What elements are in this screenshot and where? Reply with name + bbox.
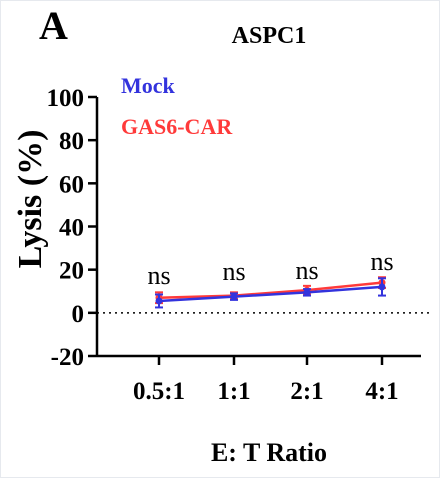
x-tick-label: 0.5:1 — [133, 378, 185, 405]
x-ticks: 0.5:1 1:1 2:1 4:1 — [133, 356, 399, 405]
y-tick-label: 40 — [59, 215, 84, 242]
x-tick-label: 1:1 — [217, 378, 250, 405]
annotations: ns ns ns ns — [147, 247, 393, 290]
legend-entry: GAS6-CAR — [121, 114, 233, 139]
data-point — [303, 288, 311, 296]
y-tick-label: 100 — [47, 85, 85, 112]
x-axis-label: E: T Ratio — [211, 438, 327, 467]
series-line — [158, 281, 383, 299]
y-tick-label: 0 — [72, 301, 85, 328]
significance-label: ns — [295, 256, 318, 285]
panel-label: A — [39, 3, 68, 48]
y-tick-label: 80 — [59, 128, 84, 155]
x-tick-label: 4:1 — [365, 378, 398, 405]
y-axis-label: Lysis (%) — [12, 130, 49, 269]
data-point — [378, 283, 386, 291]
data-point — [230, 293, 238, 301]
chart-title: ASPC1 — [232, 23, 307, 49]
x-tick-label: 2:1 — [290, 378, 323, 405]
significance-label: ns — [222, 257, 245, 286]
y-tick-label: 60 — [59, 171, 84, 198]
legend: Mock GAS6-CAR — [121, 73, 233, 139]
y-tick-label: 20 — [59, 258, 84, 285]
significance-label: ns — [370, 247, 393, 276]
y-ticks: -20 0 20 40 60 80 100 — [47, 85, 97, 371]
data-point — [155, 297, 163, 305]
series-line — [158, 285, 383, 303]
series-group — [155, 276, 386, 309]
series-mock — [155, 277, 386, 309]
y-tick-label: -20 — [51, 344, 84, 371]
significance-label: ns — [147, 261, 170, 290]
legend-entry: Mock — [121, 73, 176, 98]
